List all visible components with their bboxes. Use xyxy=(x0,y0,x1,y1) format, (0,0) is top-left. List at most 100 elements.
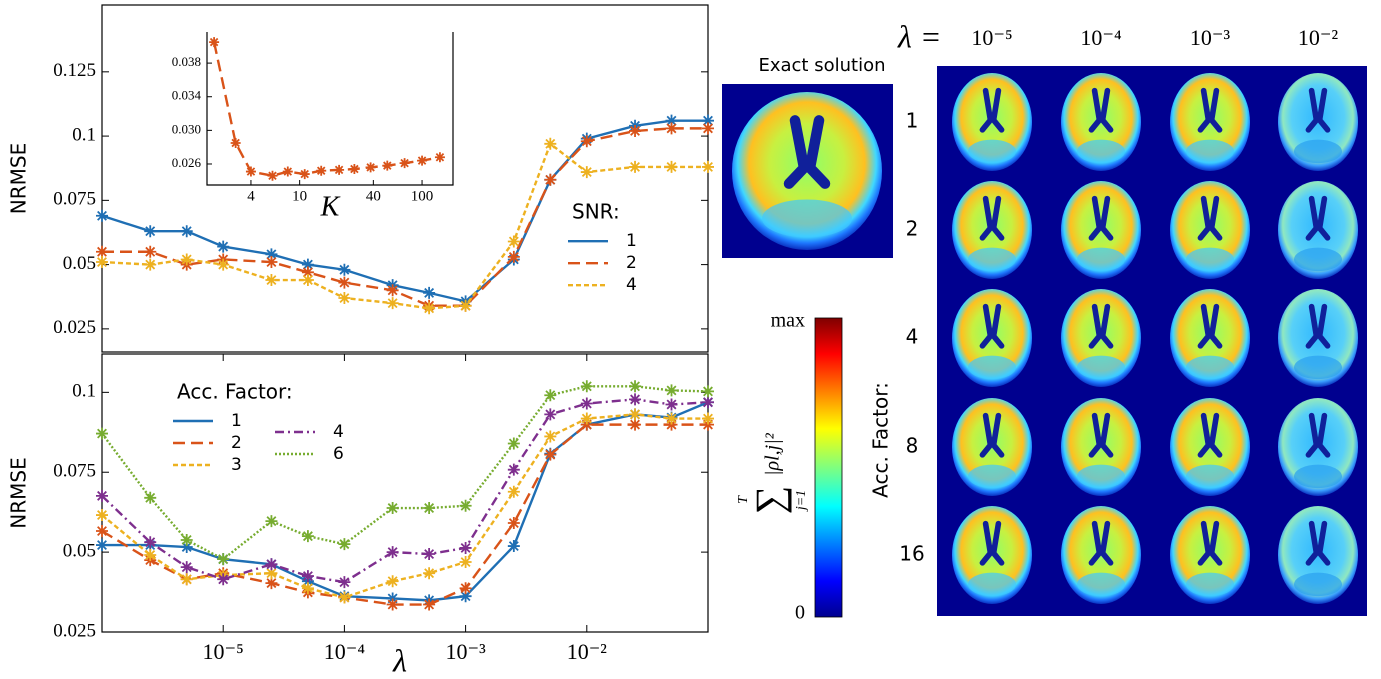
point-marker xyxy=(282,166,293,177)
point-marker xyxy=(665,412,678,425)
point-marker xyxy=(629,380,642,393)
point-marker xyxy=(386,575,399,588)
point-marker xyxy=(665,160,678,173)
brain-lower xyxy=(1294,247,1342,272)
ventricle xyxy=(979,303,1005,349)
series-line xyxy=(101,385,709,561)
legend-label: 1 xyxy=(626,231,637,251)
brain-image xyxy=(1278,506,1358,604)
brain-image xyxy=(1170,73,1250,171)
series-line xyxy=(101,398,709,584)
point-marker xyxy=(265,567,278,580)
brain-lower xyxy=(968,464,1016,489)
x-tick-label: 10⁻² xyxy=(567,639,608,664)
brain-lower xyxy=(1294,355,1342,380)
y-tick-label: 0.05 xyxy=(63,253,96,274)
point-marker xyxy=(386,598,399,611)
point-marker xyxy=(144,258,157,271)
point-marker xyxy=(301,266,314,279)
ventricle xyxy=(1197,87,1223,133)
row-label: 16 xyxy=(899,542,924,566)
point-marker xyxy=(459,499,472,512)
brain-image xyxy=(1061,506,1141,604)
point-marker xyxy=(629,418,642,431)
point-marker xyxy=(423,502,436,515)
point-marker xyxy=(580,412,593,425)
legend-label: 4 xyxy=(626,275,637,295)
point-marker xyxy=(665,384,678,397)
column-label: 10⁻³ xyxy=(1190,25,1231,50)
brain-image xyxy=(1278,398,1358,496)
brain-lower xyxy=(1186,464,1234,489)
ventricle xyxy=(1088,520,1114,566)
brain-image xyxy=(952,289,1032,387)
point-marker xyxy=(423,548,436,561)
point-marker xyxy=(144,245,157,258)
colorbar-sum: ∑ xyxy=(747,486,792,515)
point-marker xyxy=(365,162,376,173)
point-marker xyxy=(96,245,108,258)
point-marker xyxy=(180,541,193,554)
point-marker xyxy=(338,591,351,604)
point-marker xyxy=(180,573,193,586)
point-marker xyxy=(180,533,193,546)
point-marker xyxy=(629,160,642,173)
legend-title: SNR: xyxy=(572,200,620,224)
x-tick-label: 4 xyxy=(247,188,255,204)
y-tick-label: 0.125 xyxy=(53,60,96,81)
ventricle xyxy=(979,195,1005,241)
point-marker xyxy=(217,258,230,271)
point-marker xyxy=(544,173,557,186)
series-line xyxy=(101,119,708,303)
point-marker xyxy=(702,114,714,127)
exact-title: Exact solution xyxy=(758,55,885,76)
point-marker xyxy=(459,541,472,554)
brain-image xyxy=(952,73,1032,171)
ventricle xyxy=(1088,303,1114,349)
ventricle xyxy=(1197,303,1223,349)
point-marker xyxy=(459,590,472,603)
point-marker xyxy=(459,582,472,595)
point-marker xyxy=(702,122,714,135)
column-label: 10⁻² xyxy=(1298,25,1339,50)
point-marker xyxy=(507,437,520,450)
point-marker xyxy=(665,122,678,135)
lambda-label: λ = xyxy=(897,18,941,54)
brain-image xyxy=(952,181,1032,279)
point-marker xyxy=(245,166,256,177)
brain-lower xyxy=(968,247,1016,272)
point-marker xyxy=(301,582,314,595)
row-title: Acc. Factor: xyxy=(869,382,893,498)
point-marker xyxy=(144,536,157,549)
point-marker xyxy=(96,427,108,440)
legend-label: 4 xyxy=(333,422,344,442)
y-axis-label: NRMSE xyxy=(7,143,31,214)
point-marker xyxy=(544,389,557,402)
y-tick-label: 0.05 xyxy=(63,540,96,561)
colorbar xyxy=(814,317,843,618)
colorbar-body: |ρl,j|² xyxy=(762,432,784,476)
row-label: 4 xyxy=(906,325,919,349)
point-marker xyxy=(665,418,678,431)
ventricle xyxy=(783,115,831,189)
point-marker xyxy=(301,530,314,543)
colorbar-lower: j=1 xyxy=(794,490,809,512)
ventricle xyxy=(979,412,1005,458)
point-marker xyxy=(507,485,520,498)
brain-image xyxy=(1061,289,1141,387)
brain-image xyxy=(1278,181,1358,279)
brain-lower xyxy=(1077,139,1125,164)
point-marker xyxy=(382,160,393,171)
brain-lower xyxy=(1077,464,1125,489)
ventricle xyxy=(1197,520,1223,566)
brain-lower xyxy=(968,355,1016,380)
point-marker xyxy=(96,489,108,502)
point-marker xyxy=(265,248,278,261)
point-marker xyxy=(299,169,310,180)
point-marker xyxy=(702,396,714,409)
point-marker xyxy=(338,292,351,305)
point-marker xyxy=(544,430,557,443)
point-marker xyxy=(96,509,108,522)
brain-image xyxy=(1061,181,1141,279)
point-marker xyxy=(265,256,278,269)
